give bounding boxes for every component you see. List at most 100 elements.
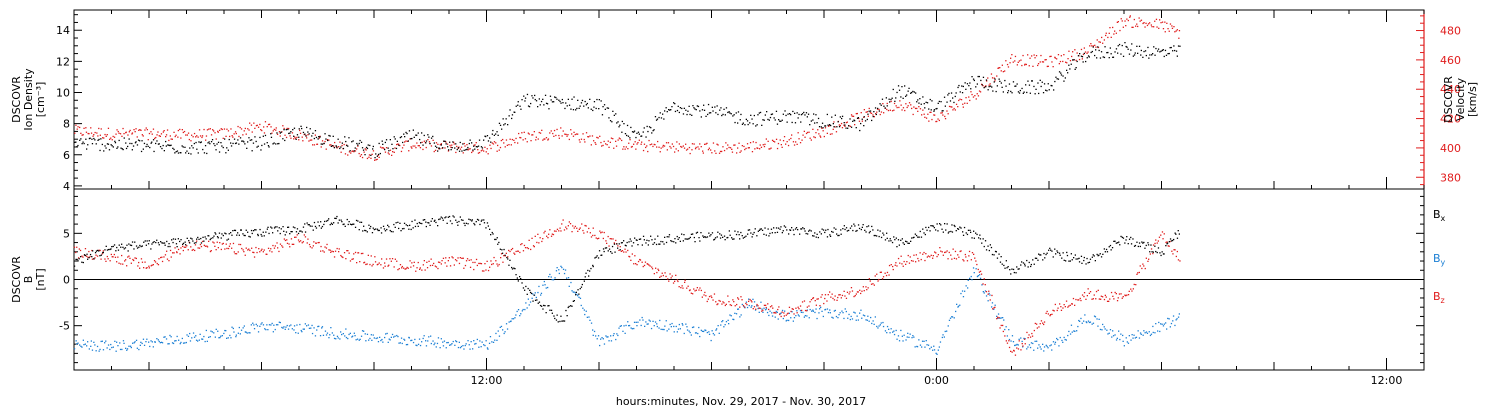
velocity-point [959, 98, 961, 100]
velocity-point [308, 140, 310, 142]
bx-point [244, 234, 246, 237]
bz-point [1100, 295, 1102, 297]
by-point [555, 270, 558, 272]
bx-point [1091, 256, 1093, 258]
velocity-point [217, 131, 219, 133]
velocity-point [700, 146, 702, 148]
bx-point [826, 236, 829, 238]
velocity-point [844, 125, 846, 127]
bx-point [698, 237, 700, 239]
bz-point [927, 255, 930, 257]
velocity-point [636, 143, 638, 145]
bz-point [617, 245, 619, 247]
velocity-point [90, 132, 93, 134]
ion-density-point [135, 141, 137, 143]
bz-point [648, 264, 650, 266]
bz-point [1020, 349, 1022, 351]
by-point [1149, 334, 1152, 337]
bz-point [1102, 296, 1104, 298]
bx-point [1155, 250, 1157, 253]
bz-point [849, 291, 851, 293]
by-point [697, 332, 699, 335]
bx-point [182, 243, 184, 245]
bz-point [469, 266, 472, 268]
velocity-point [635, 148, 637, 150]
bx-point [127, 250, 129, 252]
bz-point [421, 269, 423, 271]
velocity-point [1129, 16, 1131, 18]
ion-density-point [710, 112, 712, 114]
ion-density-point [1151, 54, 1153, 56]
ion-density-point [1066, 69, 1068, 71]
bx-point [296, 228, 299, 230]
bx-point [1128, 238, 1131, 240]
bz-point [1167, 245, 1169, 247]
bz-point [416, 267, 418, 269]
by-point [365, 340, 367, 342]
velocity-point [722, 146, 724, 148]
bz-point [1104, 294, 1106, 296]
bz-point [239, 243, 242, 246]
ion-density-point [311, 135, 313, 137]
bz-point [710, 295, 712, 297]
by-point [460, 345, 463, 348]
bx-point [550, 309, 553, 311]
bz-point [707, 298, 709, 300]
velocity-point [530, 140, 532, 142]
bx-point [663, 243, 665, 245]
velocity-point [1129, 15, 1131, 17]
by-point [427, 340, 429, 342]
bx-point [662, 241, 664, 243]
velocity-point [918, 106, 920, 108]
top-right-axis-title-line: DSCOVR [1442, 76, 1455, 123]
ion-density-point [603, 104, 606, 106]
bx-point [1003, 264, 1005, 267]
by-point [834, 309, 836, 312]
velocity-point [1022, 54, 1024, 57]
by-point [1028, 344, 1031, 346]
bx-point [215, 233, 217, 235]
ion-density-point [421, 132, 423, 134]
bx-point [967, 229, 970, 231]
bx-point [917, 236, 919, 238]
ion-density-point [730, 113, 732, 115]
by-point [484, 344, 486, 347]
by-point [322, 334, 325, 336]
bx-point [832, 231, 834, 233]
bx-point [926, 229, 928, 231]
bz-point [166, 250, 168, 252]
bz-point [729, 304, 731, 306]
bx-point [1044, 257, 1046, 259]
bx-point [94, 252, 97, 254]
ion-density-point [774, 119, 776, 121]
bx-point [330, 222, 333, 224]
bx-point [283, 230, 285, 232]
ion-density-point [114, 142, 117, 144]
by-point [705, 329, 707, 332]
bz-point [433, 262, 435, 265]
velocity-point [1009, 62, 1011, 64]
velocity-point [1122, 26, 1124, 28]
ion-density-point [438, 147, 440, 149]
bz-point [932, 257, 934, 259]
bz-point [200, 245, 203, 248]
by-point [299, 323, 301, 326]
ion-density-point [1126, 46, 1128, 48]
bz-point [446, 265, 448, 267]
bx-point [209, 238, 211, 241]
bz-point [88, 250, 90, 253]
by-point [1158, 321, 1160, 324]
by-point [725, 321, 728, 323]
bz-point [751, 301, 753, 303]
by-point [400, 337, 403, 339]
by-point [972, 267, 975, 269]
velocity-point [186, 134, 188, 136]
bz-point [953, 257, 956, 259]
velocity-point [597, 137, 599, 139]
bz-point [1174, 249, 1176, 251]
bz-point [555, 230, 557, 232]
by-point [224, 329, 226, 332]
ion-density-point [483, 139, 485, 141]
by-point [506, 328, 509, 330]
by-point [187, 335, 190, 337]
